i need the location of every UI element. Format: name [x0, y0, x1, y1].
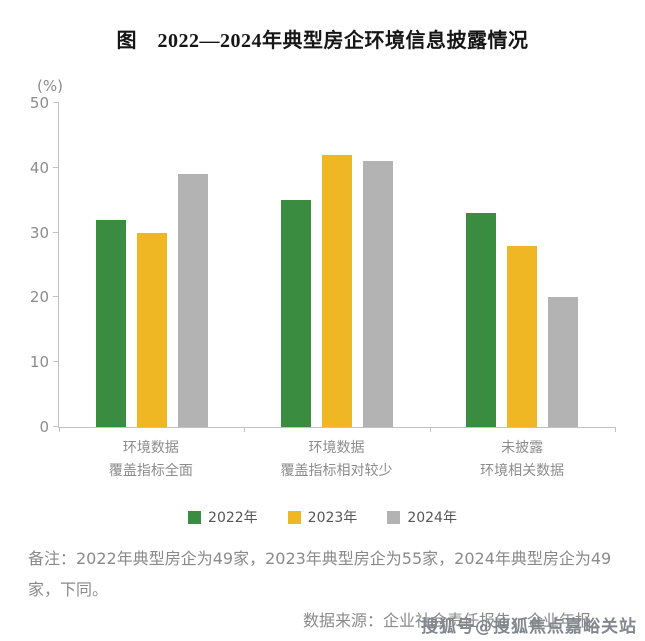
category-label: 环境数据 覆盖指标全面 [108, 440, 193, 480]
x-axis-category-labels: 环境数据 覆盖指标全面 环境数据 覆盖指标相对较少 未披露 环境相关数据 [58, 437, 615, 483]
bars-container [59, 103, 615, 427]
watermark-text: 搜狐号@搜狐焦点嘉峪关站 [421, 617, 637, 637]
y-tick-label: 0 [39, 418, 49, 436]
x-tick-mark [429, 427, 431, 432]
bar-2024年 [548, 297, 579, 427]
legend-swatch [387, 510, 401, 524]
source-text: 数据来源：企业社会责任报告、企业年报。 [302, 611, 607, 631]
y-tick-label: 20 [29, 288, 49, 307]
x-tick-mark [244, 427, 246, 432]
category-label: 环境数据 覆盖指标相对较少 [280, 440, 393, 480]
bar-group [59, 103, 244, 427]
y-axis-unit-label: (%) [37, 77, 63, 95]
plot-area: (%) 0 10 20 30 40 50 [30, 77, 616, 436]
bar-chart: (%) 0 10 20 30 40 50 环境数据 覆盖指标全面 环境数据 覆盖指标相对较少 未披… [30, 77, 616, 495]
legend: 2022年 2023年 2024年 [0, 507, 645, 527]
y-tick-label: 10 [29, 353, 49, 372]
bar-group [244, 103, 429, 427]
y-tick-label: 40 [29, 158, 49, 177]
y-tick-mark [53, 361, 59, 363]
legend-label: 2024年 [407, 510, 457, 526]
y-tick-mark [53, 231, 59, 233]
chart-title: 图 2022—2024年典型房企环境信息披露情况 [116, 30, 529, 52]
bar-2022年 [280, 200, 311, 427]
bar-2024年 [362, 161, 393, 427]
bar-group [430, 103, 615, 427]
x-tick-mark [615, 427, 616, 432]
y-tick-label: 50 [29, 94, 49, 112]
bar-2024年 [177, 174, 208, 427]
y-tick-mark [53, 166, 59, 168]
x-tick-mark [59, 427, 60, 432]
legend-swatch [188, 510, 202, 524]
bar-2023年 [136, 232, 167, 427]
category-label: 未披露 环境相关数据 [480, 440, 565, 480]
y-tick-mark [53, 102, 59, 103]
bar-2023年 [507, 245, 538, 427]
legend-label: 2023年 [307, 510, 358, 526]
y-tick-mark [53, 296, 59, 298]
y-tick-label: 30 [29, 223, 49, 242]
note-text: 备注：2022年典型房企为49家，2023年典型房企为55家，2024年典型房企… [28, 549, 612, 600]
y-tick-mark [53, 426, 59, 427]
legend-item: 2023年 [287, 507, 358, 527]
legend-label: 2022年 [208, 510, 258, 526]
bar-2022年 [95, 219, 126, 427]
bar-2023年 [321, 154, 352, 427]
bar-2022年 [466, 213, 497, 427]
legend-swatch [287, 510, 301, 524]
legend-item: 2022年 [188, 507, 258, 527]
legend-item: 2024年 [387, 507, 457, 527]
